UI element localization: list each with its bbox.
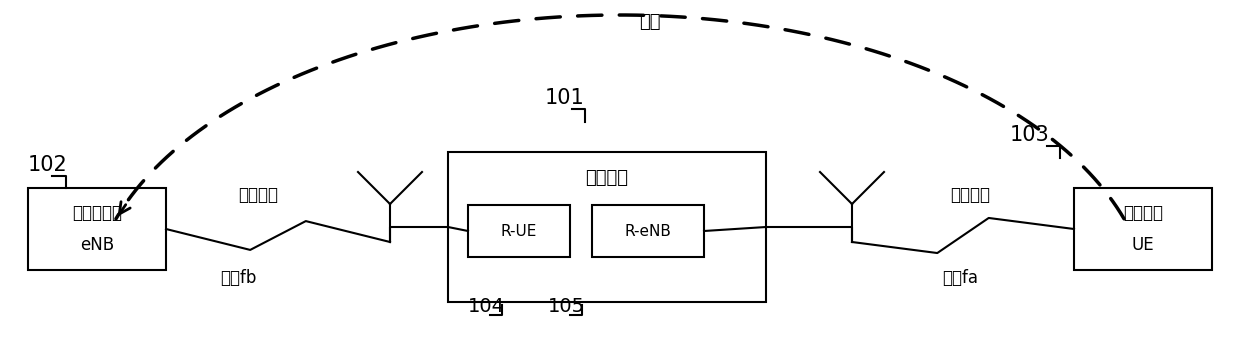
Text: R-eNB: R-eNB — [625, 224, 671, 238]
Text: 104: 104 — [467, 297, 505, 316]
Text: 回程链路: 回程链路 — [238, 186, 278, 204]
Text: 105: 105 — [548, 297, 585, 316]
Text: 中继设备: 中继设备 — [585, 169, 629, 187]
FancyBboxPatch shape — [591, 205, 704, 257]
Text: UE: UE — [1132, 236, 1154, 254]
Text: 接入链路: 接入链路 — [950, 186, 990, 204]
Text: 101: 101 — [546, 88, 585, 108]
Text: 频段fb: 频段fb — [219, 269, 257, 287]
FancyBboxPatch shape — [1074, 188, 1211, 270]
Text: 演进型基站: 演进型基站 — [72, 204, 122, 222]
Text: 103: 103 — [1011, 125, 1050, 145]
Text: 频段fa: 频段fa — [942, 269, 978, 287]
FancyBboxPatch shape — [29, 188, 166, 270]
Text: eNB: eNB — [79, 236, 114, 254]
Text: R-UE: R-UE — [501, 224, 537, 238]
FancyBboxPatch shape — [467, 205, 570, 257]
Text: 102: 102 — [29, 155, 68, 175]
Text: 干扰: 干扰 — [640, 13, 661, 31]
FancyBboxPatch shape — [448, 152, 766, 302]
Text: 用户设备: 用户设备 — [1123, 204, 1163, 222]
